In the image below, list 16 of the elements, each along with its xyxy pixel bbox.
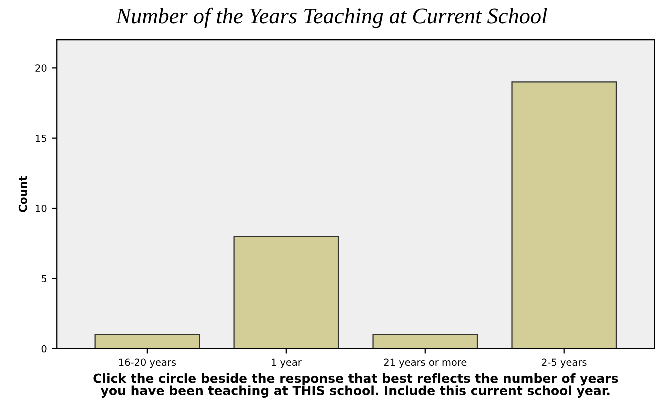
y-tick-label: 10 — [36, 205, 47, 212]
bar — [512, 82, 618, 349]
bar — [94, 334, 200, 349]
x-tick-label: 21 years or more — [384, 358, 467, 368]
x-tick-label: 1 year — [272, 358, 302, 368]
bar — [234, 236, 340, 349]
chart-title: Number of the Years Teaching at Current School — [116, 8, 548, 28]
x-tick-label: 2-5 years — [542, 358, 587, 368]
x-axis-title: Click the circle beside the response that best reflects the number of years you have been teaching at THIS school. Include this current school year. — [94, 374, 618, 398]
y-axis-title: Count — [18, 176, 28, 212]
y-tick-label: 20 — [36, 64, 47, 72]
x-tick-label: 16-20 years — [119, 358, 176, 368]
y-tick-label: 15 — [36, 134, 47, 142]
y-tick-label: 0 — [42, 345, 47, 353]
bar — [372, 334, 478, 349]
y-tick-label: 5 — [42, 275, 47, 283]
